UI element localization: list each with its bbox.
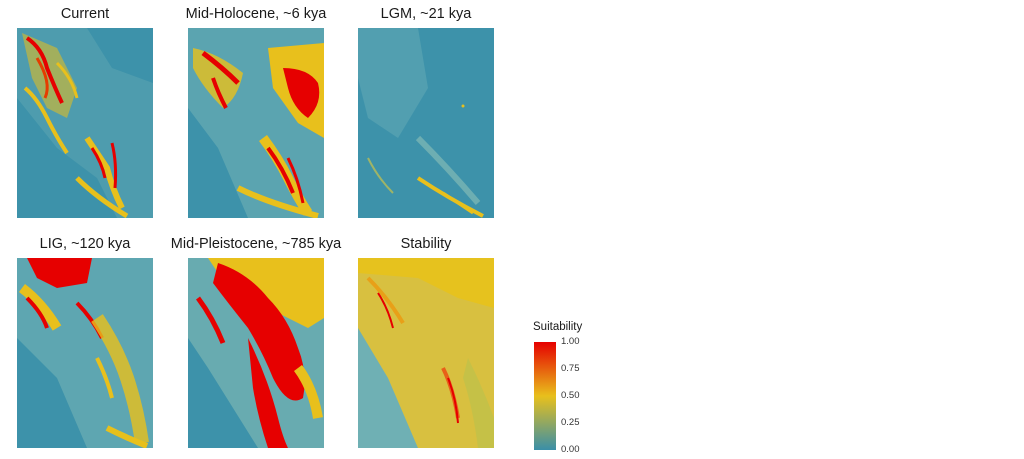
panel-lgm: LGM, ~21 kya	[358, 3, 494, 221]
suitability-legend: Suitability 1.00 0.75 0.50 0.25 0.00	[533, 321, 613, 455]
panel-title: Mid-Pleistocene, ~785 kya	[170, 236, 342, 252]
panel-stability: Stability	[358, 233, 494, 451]
legend-tick-label: 0.75	[561, 363, 580, 374]
panel-mid-holocene: Mid-Holocene, ~6 kya	[186, 3, 326, 221]
legend-tick-label: 0.00	[561, 444, 580, 455]
suitability-map-mid-pleistocene	[188, 258, 324, 448]
panel-lig: LIG, ~120 kya	[17, 233, 153, 451]
suitability-map-lgm	[358, 28, 494, 218]
legend-tick-label: 0.50	[561, 390, 580, 401]
suitability-map-lig	[17, 258, 153, 448]
suitability-map-stability	[358, 258, 494, 448]
panel-mid-pleistocene: Mid-Pleistocene, ~785 kya	[171, 233, 341, 451]
suitability-map-current	[17, 28, 153, 218]
legend-colorbar	[534, 342, 556, 450]
panel-title: LIG, ~120 kya	[39, 236, 131, 252]
suitability-map-mid-holocene	[188, 28, 324, 218]
panel-title: Stability	[400, 236, 452, 252]
panel-current: Current	[17, 3, 153, 221]
legend-tick-label: 1.00	[561, 336, 580, 347]
legend-tick-label: 0.25	[561, 417, 580, 428]
panel-title: Mid-Holocene, ~6 kya	[185, 6, 327, 22]
panel-title: LGM, ~21 kya	[380, 6, 472, 22]
legend-title: Suitability	[533, 321, 583, 333]
panel-title: Current	[60, 6, 110, 22]
